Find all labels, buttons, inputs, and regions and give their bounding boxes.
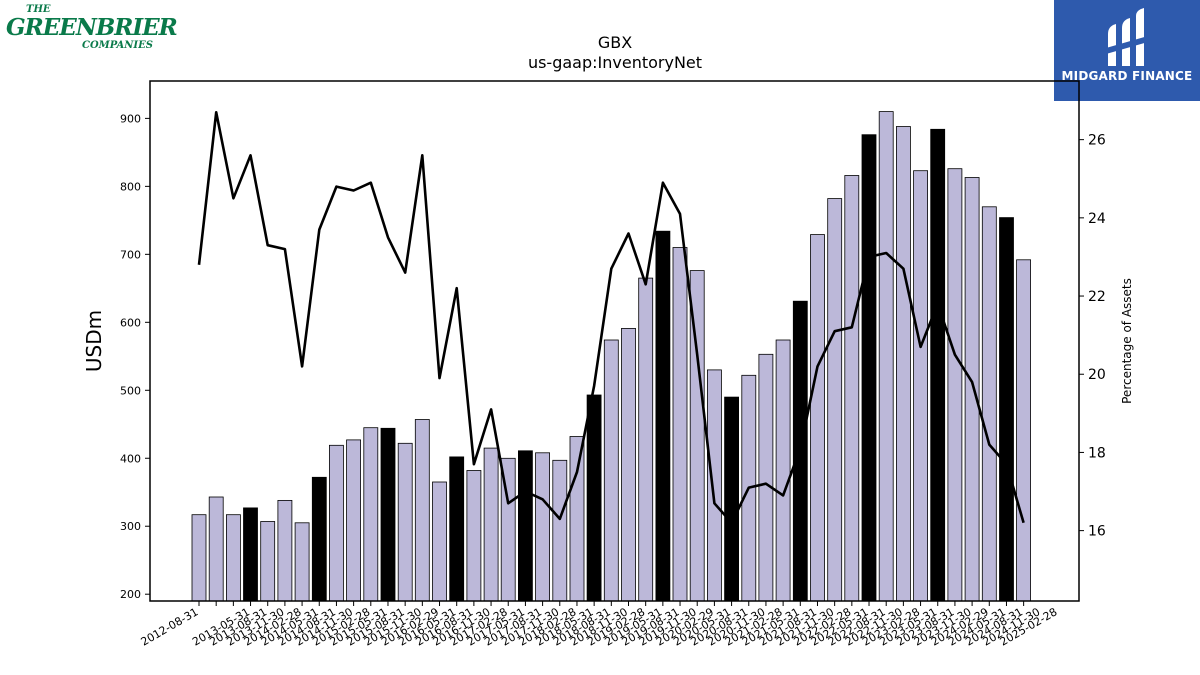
bar	[999, 217, 1014, 602]
bar	[724, 396, 739, 602]
midgard-mark-icon	[1106, 8, 1148, 66]
bar	[878, 111, 894, 602]
greenbrier-logo: THE GREENBRIER COMPANIES	[4, 4, 178, 54]
bar	[311, 476, 327, 602]
bar	[363, 427, 379, 602]
y-tick-label: 500	[120, 384, 141, 397]
bar	[603, 339, 619, 602]
logo-line-2: GREENBRIER	[6, 14, 178, 41]
bar	[913, 170, 928, 602]
chart-subtitle: us-gaap:InventoryNet	[528, 53, 702, 72]
x-tick-label: 2012-08-31	[139, 605, 201, 648]
bar	[397, 442, 413, 602]
bar	[930, 128, 946, 602]
bar	[243, 507, 258, 602]
bar	[328, 444, 344, 602]
bar	[758, 353, 774, 602]
y2-tick-label: 16	[1088, 524, 1106, 540]
bar	[844, 175, 860, 602]
bar	[380, 427, 396, 602]
plot-frame	[149, 80, 1080, 602]
bar	[1016, 259, 1031, 602]
logo-line-3: COMPANIES	[82, 40, 153, 51]
bar	[552, 459, 568, 602]
bar	[707, 369, 722, 602]
y2-tick-label: 20	[1088, 367, 1106, 383]
bar	[449, 456, 465, 602]
bar	[225, 514, 241, 602]
bar	[466, 470, 482, 602]
bar	[827, 198, 843, 602]
bar	[414, 419, 430, 602]
logo-line-1: THE	[26, 4, 51, 15]
midgard-finance-name: MIDGARD FINANCE	[1061, 69, 1193, 83]
bar	[896, 126, 911, 602]
y-tick-label: 600	[120, 316, 141, 329]
bar	[638, 277, 654, 602]
bar	[655, 230, 671, 602]
y2-axis-ticks: 16 18 20 22 24 26	[1079, 133, 1106, 540]
x-axis-ticks: 2012-08-312013-05-312013-08-312013-11-30…	[139, 601, 1060, 649]
y-axis-ticks: 200 300 400 500 600 700 800 900	[120, 112, 150, 601]
bar	[191, 514, 207, 602]
bar	[775, 339, 791, 602]
y-tick-label: 700	[120, 248, 141, 261]
bar	[586, 394, 602, 602]
bar	[483, 447, 499, 602]
pct-assets-line	[197, 111, 1025, 525]
bar	[518, 450, 533, 602]
bar	[277, 499, 293, 602]
bar	[346, 439, 362, 602]
y-tick-label: 800	[120, 180, 141, 193]
y2-tick-label: 22	[1088, 289, 1106, 305]
bar	[981, 206, 997, 602]
y2-axis-label: Percentage of Assets	[1120, 278, 1134, 404]
bar	[621, 327, 636, 602]
bar	[569, 436, 585, 602]
bar	[861, 134, 877, 602]
bar	[964, 177, 980, 602]
bar	[208, 496, 224, 602]
bar	[672, 247, 688, 602]
pct-assets-series	[197, 111, 1025, 525]
bar	[432, 481, 447, 602]
bar	[535, 452, 550, 602]
y2-tick-label: 24	[1088, 211, 1106, 227]
y-tick-label: 300	[120, 520, 141, 533]
y-tick-label: 900	[120, 112, 141, 125]
bar	[947, 168, 963, 602]
bar-series	[191, 111, 1031, 602]
y-axis-label: USDm	[82, 310, 106, 372]
bar	[260, 521, 276, 602]
y-tick-label: 200	[120, 588, 141, 601]
y2-tick-label: 26	[1088, 133, 1106, 149]
chart-title: GBX	[598, 33, 632, 52]
y2-tick-label: 18	[1088, 445, 1106, 461]
bar	[810, 234, 825, 602]
y-tick-label: 400	[120, 452, 141, 465]
bar	[294, 522, 310, 602]
